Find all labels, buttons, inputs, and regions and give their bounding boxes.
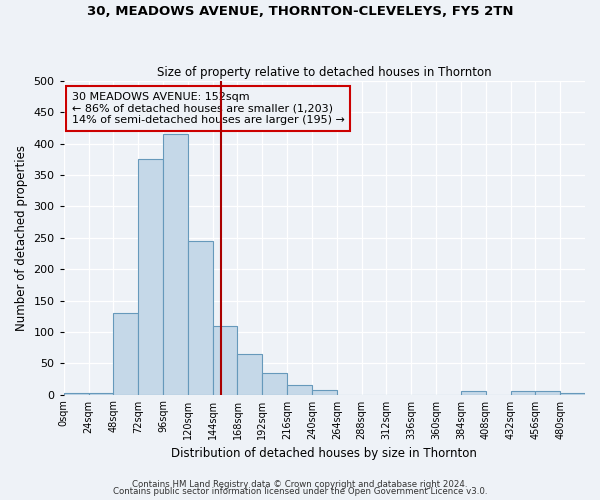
Text: Contains HM Land Registry data © Crown copyright and database right 2024.: Contains HM Land Registry data © Crown c… (132, 480, 468, 489)
Bar (262, 372, 287, 394)
X-axis label: Distribution of detached houses by size in Thornton: Distribution of detached houses by size … (172, 447, 477, 460)
Bar (113, 313, 138, 394)
Bar (212, 326, 238, 394)
Text: 30 MEADOWS AVENUE: 152sqm
← 86% of detached houses are smaller (1,203)
14% of se: 30 MEADOWS AVENUE: 152sqm ← 86% of detac… (71, 92, 344, 125)
Text: 30, MEADOWS AVENUE, THORNTON-CLEVELEYS, FY5 2TN: 30, MEADOWS AVENUE, THORNTON-CLEVELEYS, … (87, 5, 513, 18)
Bar (138, 160, 163, 394)
Bar (461, 391, 486, 394)
Title: Size of property relative to detached houses in Thornton: Size of property relative to detached ho… (157, 66, 491, 78)
Bar (188, 241, 212, 394)
Bar (287, 385, 312, 394)
Bar (163, 134, 188, 394)
Bar (511, 392, 535, 394)
Bar (238, 354, 262, 395)
Bar (64, 392, 89, 394)
Text: Contains public sector information licensed under the Open Government Licence v3: Contains public sector information licen… (113, 487, 487, 496)
Bar (89, 392, 113, 394)
Bar (312, 390, 337, 394)
Bar (535, 392, 560, 394)
Bar (560, 392, 585, 394)
Y-axis label: Number of detached properties: Number of detached properties (15, 145, 28, 331)
